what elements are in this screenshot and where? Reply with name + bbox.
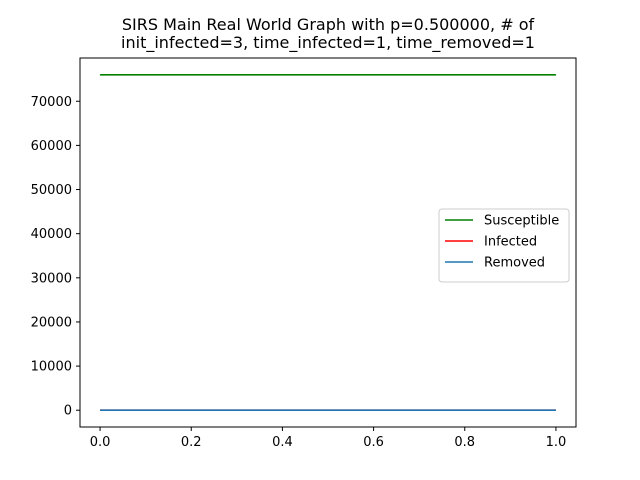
y-tick-label: 0	[64, 404, 72, 419]
legend: Susceptible Infected Removed	[438, 208, 570, 283]
y-tick-label: 10000	[31, 360, 72, 375]
plot-area	[79, 57, 577, 428]
legend-label-susceptible: Susceptible	[484, 214, 559, 229]
y-tick-label: 50000	[31, 183, 72, 198]
x-tick-label: 0.4	[272, 435, 293, 450]
y-tick-label: 70000	[31, 95, 72, 110]
y-axis: 0 10000 20000 30000 40000 50000 60000 70000	[31, 95, 80, 419]
legend-label-removed: Removed	[484, 256, 545, 271]
chart-title-line-2: init_infected=3, time_infected=1, time_r…	[121, 33, 535, 53]
x-tick-label: 0.6	[363, 435, 384, 450]
legend-box	[438, 208, 570, 283]
x-tick-label: 1.0	[546, 435, 567, 450]
chart-title-line-1: SIRS Main Real World Graph with p=0.5000…	[122, 15, 535, 34]
x-tick-label: 0.2	[181, 435, 202, 450]
series-layer	[100, 73, 556, 412]
y-tick-label: 40000	[31, 227, 72, 242]
x-tick-label: 0.0	[90, 435, 111, 450]
y-tick-label: 30000	[31, 271, 72, 286]
y-tick-label: 60000	[31, 139, 72, 154]
y-tick-label: 20000	[31, 315, 72, 330]
legend-label-infected: Infected	[484, 235, 537, 250]
x-tick-label: 0.8	[454, 435, 475, 450]
x-axis: 0.0 0.2 0.4 0.6 0.8 1.0	[90, 427, 567, 450]
